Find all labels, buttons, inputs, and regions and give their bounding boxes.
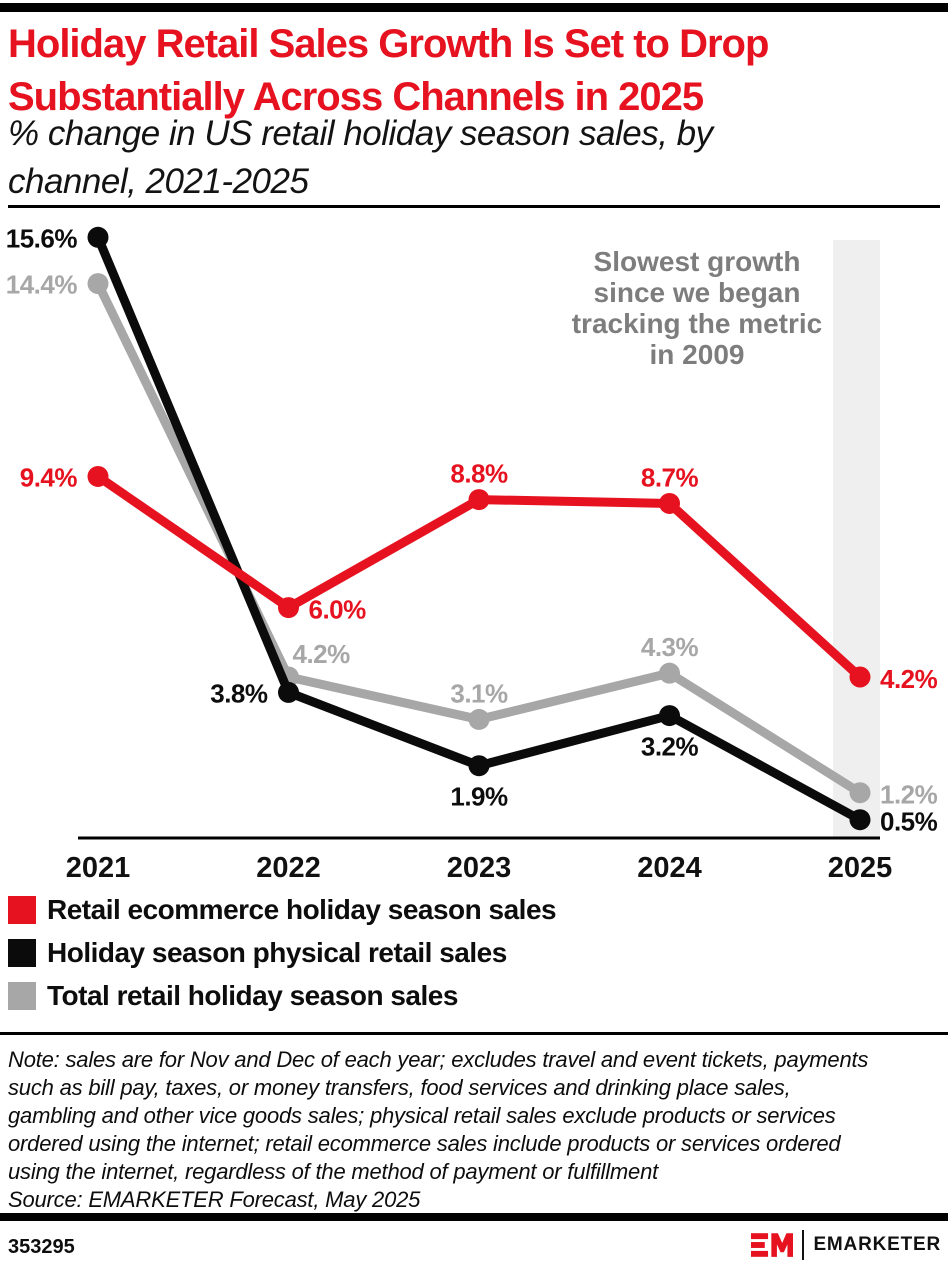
data-label: 14.4% xyxy=(6,270,78,300)
chart-area: 2021 2022 2023 2024 2025 9.4% 6.0% 8.8% 8.7% 4.2%… xyxy=(0,207,948,883)
top-accent-bar xyxy=(0,3,948,12)
emarketer-logo: EMARKETER xyxy=(751,1228,941,1262)
data-label: 1.2% xyxy=(880,780,938,810)
legend-item: Total retail holiday season sales xyxy=(8,980,556,1011)
data-label: 3.2% xyxy=(641,732,699,762)
data-label: 4.2% xyxy=(880,664,938,694)
x-tick-label: 2021 xyxy=(66,852,131,883)
x-tick-label: 2023 xyxy=(447,852,512,883)
legend-swatch xyxy=(8,896,36,924)
chart-id: 353295 xyxy=(8,1236,75,1258)
data-label: 0.5% xyxy=(880,807,938,837)
logo-wordmark: EMARKETER xyxy=(813,1234,941,1255)
data-point xyxy=(278,681,299,703)
data-label: 4.2% xyxy=(293,639,351,669)
chart-subtitle: % change in US retail holiday season sal… xyxy=(8,114,713,201)
x-tick-label: 2025 xyxy=(828,852,893,883)
data-point xyxy=(659,705,680,727)
logo-divider xyxy=(802,1230,805,1260)
legend-item: Retail ecommerce holiday season sales xyxy=(8,894,557,925)
data-label: 15.6% xyxy=(6,223,78,253)
data-label: 4.3% xyxy=(641,632,699,662)
data-label: 8.7% xyxy=(641,462,699,492)
legend-label: Retail ecommerce holiday season sales xyxy=(47,894,557,925)
data-point xyxy=(87,465,109,487)
legend-swatch xyxy=(8,939,36,967)
source-line: Source: EMARKETER Forecast, May 2025 xyxy=(8,1187,421,1212)
note-block: Note: sales are for Nov and Dec of each … xyxy=(8,1046,940,1214)
data-point xyxy=(468,489,490,511)
line-chart: 2021 2022 2023 2024 2025 9.4% 6.0% 8.8% 8.7% 4.2%… xyxy=(6,223,938,883)
legend-label: Holiday season physical retail sales xyxy=(47,937,507,968)
data-label: 3.8% xyxy=(210,678,268,708)
data-point xyxy=(468,755,490,777)
x-tick-label: 2022 xyxy=(256,852,321,883)
legend-swatch xyxy=(8,982,36,1010)
data-label: 3.1% xyxy=(450,678,508,708)
legend-item: Holiday season physical retail sales xyxy=(8,937,556,968)
chart-note: Note: sales are for Nov and Dec of each … xyxy=(8,1047,869,1184)
highlight-band xyxy=(833,240,880,839)
data-point xyxy=(849,666,871,688)
legend-label: Total retail holiday season sales xyxy=(47,980,458,1011)
data-label: 6.0% xyxy=(309,595,367,625)
data-label: 1.9% xyxy=(450,782,508,812)
data-point xyxy=(659,662,680,684)
data-point xyxy=(849,782,871,804)
data-point xyxy=(278,597,299,619)
data-point xyxy=(87,273,109,295)
x-tick-label: 2024 xyxy=(637,852,702,883)
header-divider xyxy=(8,205,940,208)
legend: Retail ecommerce holiday season sales Hol… xyxy=(8,894,557,1025)
data-point xyxy=(87,226,109,248)
data-label: 9.4% xyxy=(20,462,78,492)
data-point xyxy=(659,492,680,514)
data-point xyxy=(849,809,871,831)
footer-divider-bar xyxy=(0,1213,948,1221)
annotation-note: Slowest growth since we began tracking t… xyxy=(571,246,823,370)
data-label: 8.8% xyxy=(450,459,508,489)
data-point xyxy=(468,708,490,730)
note-divider xyxy=(0,1032,948,1035)
em-monogram-icon xyxy=(751,1233,794,1257)
chart-title: Holiday Retail Sales Growth Is Set to Dr… xyxy=(8,22,769,119)
